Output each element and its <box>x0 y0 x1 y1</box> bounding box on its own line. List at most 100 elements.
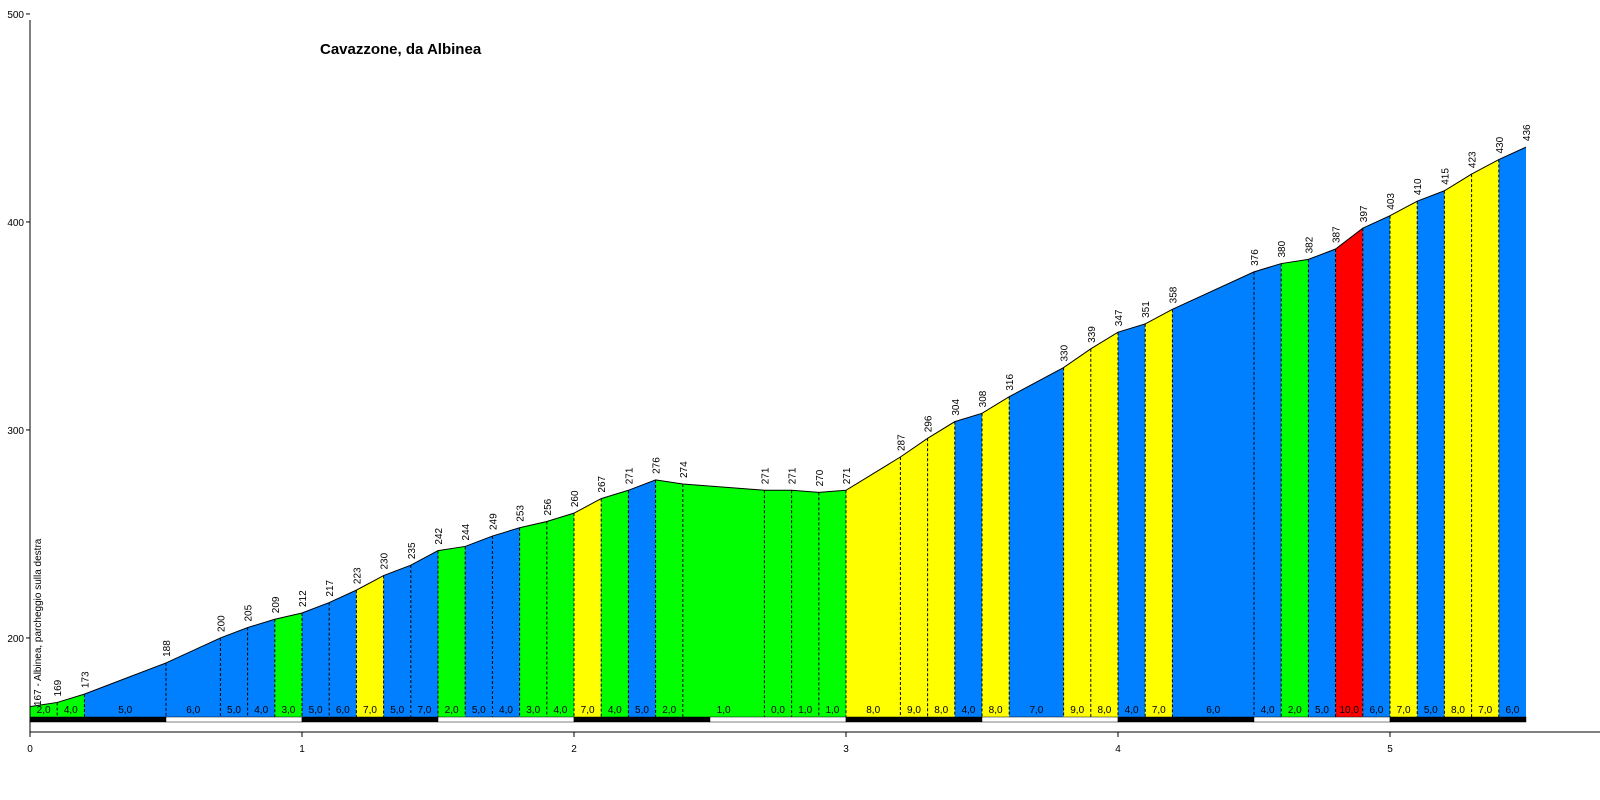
elevation-label: 270 <box>815 469 826 486</box>
scale-bar-block <box>709 716 847 723</box>
elevation-label: 274 <box>679 461 690 478</box>
grade-segment <box>574 498 602 717</box>
elevation-label: 188 <box>162 640 173 657</box>
grade-label: 5,0 <box>309 705 323 716</box>
elevation-label: 339 <box>1087 326 1098 343</box>
grade-label: 0,0 <box>771 705 785 716</box>
scale-bar-block <box>981 716 1119 723</box>
x-tick-label: 0 <box>27 744 33 755</box>
grade-segment <box>84 662 166 717</box>
x-tick-label: 5 <box>1387 744 1393 755</box>
elevation-label: 380 <box>1277 240 1288 257</box>
grade-label: 7,0 <box>1478 705 1492 716</box>
grade-segment <box>791 490 819 717</box>
grade-segment <box>247 619 275 717</box>
x-tick-label: 2 <box>571 744 577 755</box>
grade-segment <box>1390 201 1418 717</box>
elevation-label: 271 <box>842 467 853 484</box>
grade-label: 4,0 <box>608 705 622 716</box>
scale-bar-block <box>1117 716 1255 723</box>
grade-segment <box>519 521 547 717</box>
grade-label: 7,0 <box>363 705 377 716</box>
y-tick-label: 400 <box>7 218 24 229</box>
elevation-label: 351 <box>1141 301 1152 318</box>
elevation-label: 205 <box>244 604 255 621</box>
grade-segment <box>1009 367 1064 717</box>
scale-bar-block <box>29 716 167 723</box>
scale-bar-block <box>845 716 983 723</box>
elevation-label: 230 <box>380 552 391 569</box>
elevation-label: 403 <box>1386 193 1397 210</box>
x-tick-label: 3 <box>843 744 849 755</box>
grade-segment <box>1417 190 1445 717</box>
elevation-label: 382 <box>1304 236 1315 253</box>
scale-bar-block <box>1389 716 1527 723</box>
grade-segment <box>655 479 683 717</box>
grade-segment <box>601 490 629 717</box>
segment-dividers <box>56 159 1500 717</box>
elevation-label: 358 <box>1168 286 1179 303</box>
grade-segment <box>1498 147 1526 717</box>
grade-label: 4,0 <box>1261 705 1275 716</box>
elevation-label: 287 <box>896 434 907 451</box>
grade-label: 8,0 <box>1451 705 1465 716</box>
grade-label: 3,0 <box>281 705 295 716</box>
grade-label: 7,0 <box>417 705 431 716</box>
grade-label: 2,0 <box>445 705 459 716</box>
grade-label: 7,0 <box>581 705 595 716</box>
grade-label: 4,0 <box>64 705 78 716</box>
grade-label: 7,0 <box>1029 705 1043 716</box>
elevation-label: 260 <box>570 490 581 507</box>
grade-label: 6,0 <box>1505 705 1519 716</box>
elevation-label: 271 <box>760 467 771 484</box>
grade-segment <box>682 484 765 717</box>
grade-segments <box>30 147 1526 717</box>
grade-segment <box>1145 309 1173 717</box>
grade-segment <box>383 565 411 717</box>
grade-label: 6,0 <box>1369 705 1383 716</box>
axis-ticks: 0 1 2 3 4 5 200 300 400 500 <box>7 10 1527 755</box>
scale-bar-block <box>437 716 575 723</box>
grade-label: 4,0 <box>961 705 975 716</box>
y-tick-label: 500 <box>7 10 24 21</box>
elevation-label: 430 <box>1495 136 1506 153</box>
grade-label: 1,0 <box>717 705 731 716</box>
elevation-label: 347 <box>1114 309 1125 326</box>
elevation-label: 387 <box>1332 226 1343 243</box>
profile-line <box>29 146 1527 708</box>
grade-label: 7,0 <box>1152 705 1166 716</box>
elevation-label: 200 <box>216 615 227 632</box>
elevation-labels: 169 173 188 200 205 209 212 217 223 230 235 242 244 2… <box>53 124 1533 696</box>
elevation-label: 267 <box>597 475 608 492</box>
grade-segment <box>954 413 982 717</box>
elevation-label: 223 <box>352 567 363 584</box>
grade-label: 8,0 <box>1097 705 1111 716</box>
elevation-label: 308 <box>978 390 989 407</box>
scale-bar-block <box>165 716 303 723</box>
elevation-label: 169 <box>53 679 64 696</box>
grade-label: 4,0 <box>254 705 268 716</box>
grade-segment <box>30 702 58 717</box>
grade-segment <box>410 550 438 717</box>
grade-segment <box>818 490 846 717</box>
elevation-label: 256 <box>543 498 554 515</box>
grade-label: 5,0 <box>1315 705 1329 716</box>
grade-label: 5,0 <box>472 705 486 716</box>
grade-label: 8,0 <box>934 705 948 716</box>
y-tick-label: 200 <box>7 634 24 645</box>
elevation-label: 209 <box>271 596 282 613</box>
elevation-label: 271 <box>788 467 799 484</box>
scale-bar-block <box>573 716 711 723</box>
grade-segment <box>438 546 466 717</box>
grade-segment <box>57 694 85 717</box>
grade-label: 4,0 <box>1125 705 1139 716</box>
grade-label: 2,0 <box>1288 705 1302 716</box>
grade-segment <box>1335 228 1363 717</box>
grade-labels: 2,0 4,0 5,0 6,0 5,0 4,0 3,0 5,0 6,0 7,0 5,0 7,0 2,0 5… <box>37 705 1520 716</box>
axes <box>29 20 1600 733</box>
elevation-label: 244 <box>461 523 472 540</box>
elevation-label: 330 <box>1060 344 1071 361</box>
grade-label: 6,0 <box>1206 705 1220 716</box>
profile-outline <box>29 146 1527 708</box>
